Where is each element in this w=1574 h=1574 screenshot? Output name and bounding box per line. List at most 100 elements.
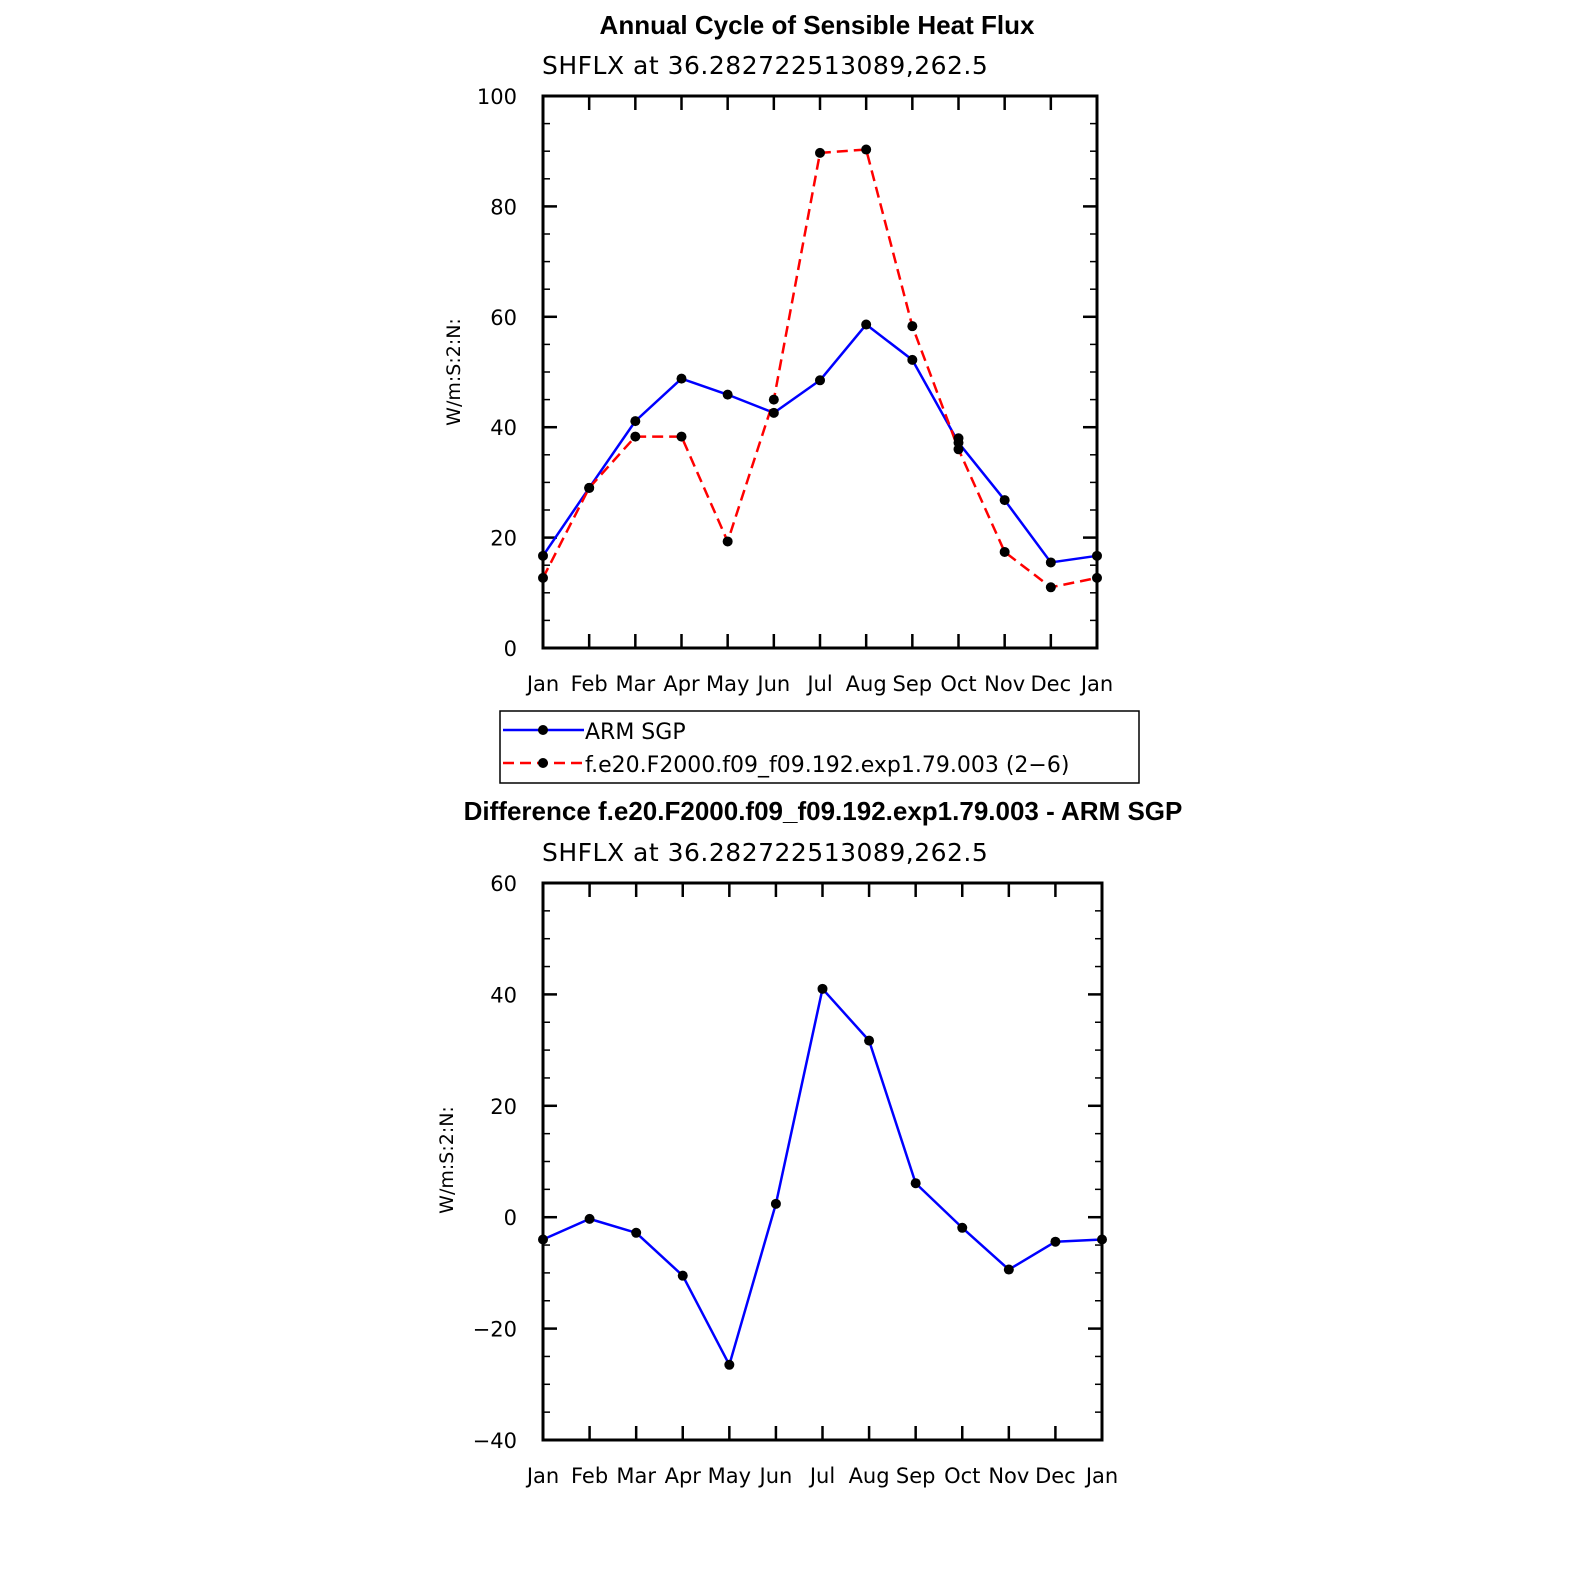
data-point [1045, 582, 1056, 593]
series-line-1 [541, 148, 1098, 589]
data-point [770, 1198, 781, 1209]
data-point [910, 1178, 921, 1189]
data-point [1092, 572, 1102, 583]
top-series-points [538, 144, 1102, 593]
legend-label-arm-sgp: ARM SGP [585, 720, 686, 745]
data-point [1003, 1264, 1014, 1275]
data-point [538, 572, 548, 583]
x-tick-label: Aug [849, 1464, 890, 1488]
data-point [538, 1234, 548, 1245]
legend-label-model: f.e20.F2000.f09_f09.192.exp1.79.003 (2−6… [585, 753, 1069, 778]
data-point [724, 1359, 735, 1370]
data-point [630, 416, 641, 427]
legend-marker-model [538, 758, 548, 768]
bottom-series-lines [542, 987, 1103, 1367]
x-tick-label: Dec [1031, 672, 1072, 696]
chart-subtitle: SHFLX at 36.282722513089,262.5 [542, 51, 988, 80]
x-tick-label: Jan [525, 672, 559, 696]
x-tick-label: May [706, 672, 749, 696]
x-tick-label: Jun [755, 672, 790, 696]
x-tick-label: Apr [663, 672, 700, 696]
data-point [817, 983, 828, 994]
x-tick-label: Feb [571, 672, 608, 696]
data-point [768, 407, 779, 418]
x-tick-label: Nov [984, 672, 1025, 696]
x-tick-label: Mar [616, 672, 656, 696]
data-point [957, 1222, 968, 1233]
legend-marker-arm-sgp [538, 725, 548, 735]
y-tick-label: 40 [490, 983, 517, 1007]
data-point [1050, 1236, 1061, 1247]
y-tick-label: 20 [490, 1095, 517, 1119]
y-tick-label: 40 [490, 416, 517, 440]
data-point [1092, 550, 1102, 561]
y-tick-label: 80 [490, 195, 517, 219]
data-point [722, 389, 733, 400]
y-tick-label: 100 [477, 85, 517, 109]
y-tick-label: 60 [490, 872, 517, 896]
x-tick-label: Jan [525, 1464, 559, 1488]
data-point [999, 546, 1010, 557]
data-point [1097, 1234, 1107, 1245]
x-tick-label: Jan [1079, 672, 1113, 696]
y-tick-label: 20 [490, 527, 517, 551]
data-point [630, 431, 641, 442]
series-line-0 [542, 987, 1103, 1367]
data-point [953, 444, 964, 455]
series-line-0 [541, 323, 1098, 564]
data-point [768, 394, 779, 405]
data-point [1045, 557, 1056, 568]
x-tick-label: Feb [571, 1464, 608, 1488]
difference-chart: Difference f.e20.F2000.f09_f09.192.exp1.… [436, 796, 1182, 1488]
x-tick-label: Jul [808, 1464, 835, 1488]
top-series-lines [541, 148, 1098, 589]
data-point [999, 495, 1010, 506]
plot-frame [541, 881, 1104, 1442]
plot-frame [541, 94, 1099, 650]
data-point [631, 1227, 642, 1238]
data-point [584, 1213, 595, 1224]
data-point [538, 550, 548, 561]
difference-chart-title: Difference f.e20.F2000.f09_f09.192.exp1.… [464, 796, 1183, 826]
data-point [677, 1270, 688, 1281]
legend-box [499, 710, 1140, 784]
data-point [953, 433, 964, 444]
x-tick-label: Aug [846, 672, 887, 696]
y-tick-label: −20 [473, 1318, 517, 1342]
data-point [584, 482, 595, 493]
x-tick-label: Jan [1084, 1464, 1118, 1488]
bottom-series-points [538, 983, 1107, 1370]
top-axes: 0 20 40 60 80 100 Jan Feb Mar Apr May Jun Jul Aug Sep O… [477, 85, 1113, 696]
data-point [815, 375, 825, 386]
data-point [676, 373, 687, 384]
data-point [722, 536, 733, 547]
annual-cycle-chart: Annual Cycle of Sensible Heat Flux SHFLX… [443, 10, 1113, 696]
data-point [907, 354, 918, 365]
data-point [861, 319, 872, 330]
data-point [907, 321, 918, 332]
x-tick-label: May [708, 1464, 751, 1488]
x-tick-label: Mar [616, 1464, 656, 1488]
y-axis-label: W/m:S:2:N: [443, 318, 465, 426]
difference-chart-subtitle: SHFLX at 36.282722513089,262.5 [542, 838, 988, 867]
y-tick-label: −40 [473, 1429, 517, 1453]
bottom-axes: −40 −20 0 20 40 60 Jan Feb Mar Apr May Jun Jul Aug Sep… [473, 872, 1119, 1488]
data-point [676, 431, 687, 442]
x-tick-label: Apr [665, 1464, 702, 1488]
x-tick-label: Jun [758, 1464, 793, 1488]
y-tick-label: 60 [490, 306, 517, 330]
y-tick-label: 0 [504, 1206, 517, 1230]
x-tick-label: Dec [1035, 1464, 1076, 1488]
x-tick-label: Jul [805, 672, 832, 696]
x-tick-label: Sep [893, 672, 933, 696]
data-point [815, 147, 825, 158]
x-tick-label: Nov [988, 1464, 1029, 1488]
data-point [861, 144, 872, 155]
chart-title: Annual Cycle of Sensible Heat Flux [600, 10, 1035, 40]
difference-y-axis-label: W/m:S:2:N: [436, 1106, 458, 1214]
x-tick-label: Oct [944, 1464, 980, 1488]
x-tick-label: Sep [896, 1464, 936, 1488]
legend: ARM SGP f.e20.F2000.f09_f09.192.exp1.79.… [499, 710, 1140, 784]
data-point [864, 1035, 875, 1046]
